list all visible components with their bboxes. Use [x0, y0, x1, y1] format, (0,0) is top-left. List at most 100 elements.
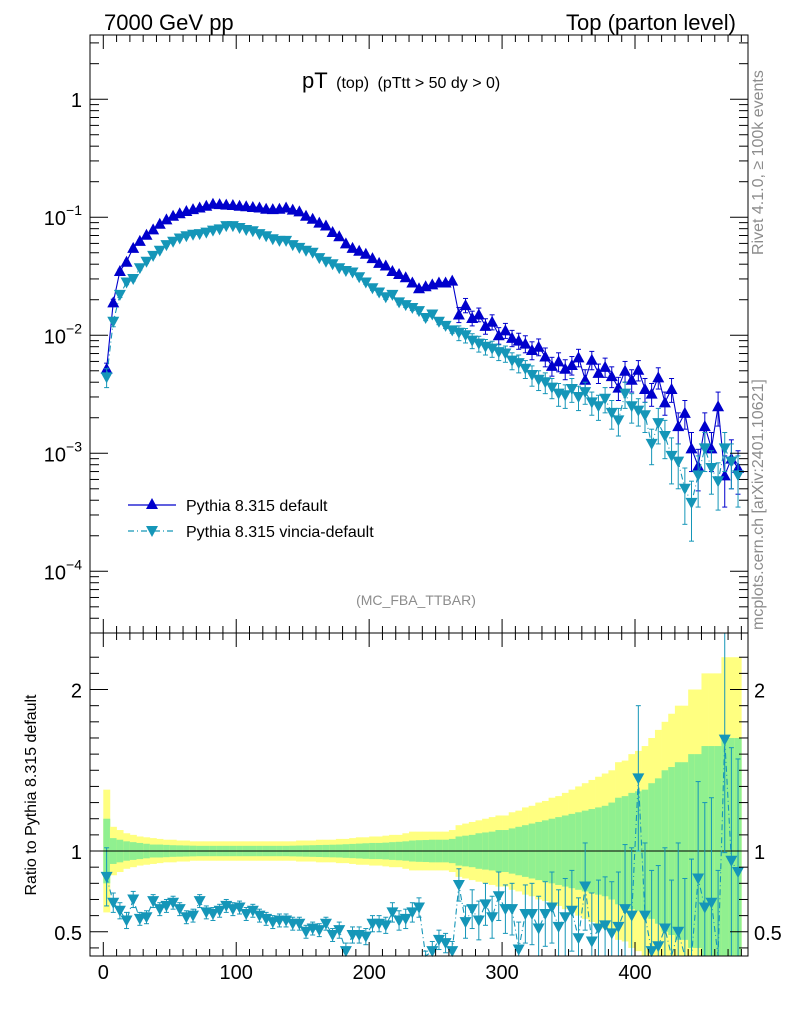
y-tick-label: 10−1: [44, 202, 82, 230]
data-point: [147, 223, 160, 235]
data-point: [200, 227, 213, 239]
ratio-point: [732, 867, 745, 879]
data-point: [678, 406, 691, 418]
plot-title-sub: (top): [336, 75, 369, 92]
data-point: [632, 405, 645, 417]
analysis-watermark: (MC_FBA_TTBAR): [356, 592, 476, 608]
x-tick-label: 0: [98, 962, 109, 984]
data-point: [373, 256, 386, 268]
ratio-point: [333, 925, 346, 937]
ratio-plot-frame: [89, 632, 749, 957]
beam-label: 7000 GeV pp: [104, 10, 234, 35]
data-point: [246, 226, 259, 238]
process-label: Top (parton level): [566, 10, 736, 35]
ratio-y-tick-label-right: 2: [754, 681, 765, 703]
data-point: [452, 308, 465, 320]
ratio-point: [506, 904, 519, 916]
data-point: [698, 443, 711, 455]
data-point: [406, 276, 419, 288]
ratio-point: [466, 904, 479, 916]
y-tick-label: 10−2: [44, 320, 82, 348]
ratio-point: [300, 926, 313, 938]
data-point: [672, 456, 685, 468]
data-point: [519, 363, 532, 375]
data-point: [672, 420, 685, 432]
data-point: [472, 338, 485, 350]
data-point: [605, 370, 618, 382]
ratio-point: [698, 902, 711, 914]
ratio-point: [393, 915, 406, 927]
data-point: [280, 235, 293, 247]
data-point: [625, 373, 638, 385]
ratio-point: [386, 907, 399, 919]
ratio-y-tick-label: 0.5: [54, 923, 82, 945]
ratio-point: [672, 926, 685, 938]
mcplots-label: mcplots.cern.ch [arXiv:2401.10621]: [750, 379, 767, 630]
data-point: [565, 384, 578, 396]
data-point: [705, 442, 718, 454]
data-point: [339, 237, 352, 249]
data-point: [645, 387, 658, 399]
data-point: [579, 387, 592, 399]
ratio-point: [220, 900, 233, 912]
ratio-point: [187, 910, 200, 922]
data-point: [712, 400, 725, 412]
ratio-y-tick-label-right: 1: [754, 842, 765, 864]
data-point: [559, 362, 572, 374]
ratio-point: [319, 918, 332, 930]
series-line-vincia: [106, 225, 739, 505]
plot-title-extra: (pTtt > 50 dy > 0): [378, 75, 501, 92]
data-point: [565, 358, 578, 370]
data-point: [326, 225, 339, 237]
data-point: [406, 303, 419, 315]
data-point: [605, 407, 618, 419]
data-point: [486, 315, 499, 327]
data-point: [306, 212, 319, 224]
data-point: [286, 203, 299, 215]
ratio-point: [359, 931, 372, 943]
legend-entry-vincia: Pythia 8.315 vincia-default: [128, 524, 374, 541]
data-point: [732, 470, 745, 482]
legend-entry-default: Pythia 8.315 default: [128, 498, 328, 515]
data-point: [545, 382, 558, 394]
ratio-point: [492, 891, 505, 903]
ratio-point: [645, 946, 658, 958]
data-point: [160, 240, 173, 252]
ratio-point: [632, 773, 645, 785]
y-tick-label: 10−3: [44, 438, 82, 466]
data-point: [579, 373, 592, 385]
data-point: [386, 265, 399, 277]
data-point: [133, 263, 146, 275]
data-point: [459, 330, 472, 342]
ratio-point: [413, 902, 425, 914]
data-point: [599, 360, 612, 372]
data-point: [353, 272, 366, 284]
ratio-point: [426, 946, 439, 958]
data-point: [359, 277, 372, 289]
data-point: [652, 418, 665, 430]
ratio-point: [100, 871, 113, 883]
data-point: [665, 450, 678, 462]
data-point: [499, 324, 512, 336]
data-point: [326, 259, 339, 271]
data-point: [120, 277, 133, 289]
data-point: [486, 343, 499, 355]
data-point: [393, 297, 406, 309]
data-point: [525, 370, 538, 382]
data-point: [532, 340, 545, 352]
data-point: [393, 268, 406, 280]
ratio-point: [439, 938, 452, 950]
data-point: [479, 319, 492, 331]
ratio-point: [173, 904, 186, 916]
data-point: [572, 391, 585, 403]
data-point: [539, 350, 552, 362]
ratio-point: [293, 918, 306, 930]
ratio-point: [612, 921, 625, 933]
main-series-group: [100, 197, 745, 542]
ratio-point: [652, 941, 665, 953]
data-point: [346, 241, 359, 253]
ratio-point: [406, 907, 419, 919]
ratio-point: [545, 902, 558, 914]
ratio-point: [619, 904, 632, 916]
